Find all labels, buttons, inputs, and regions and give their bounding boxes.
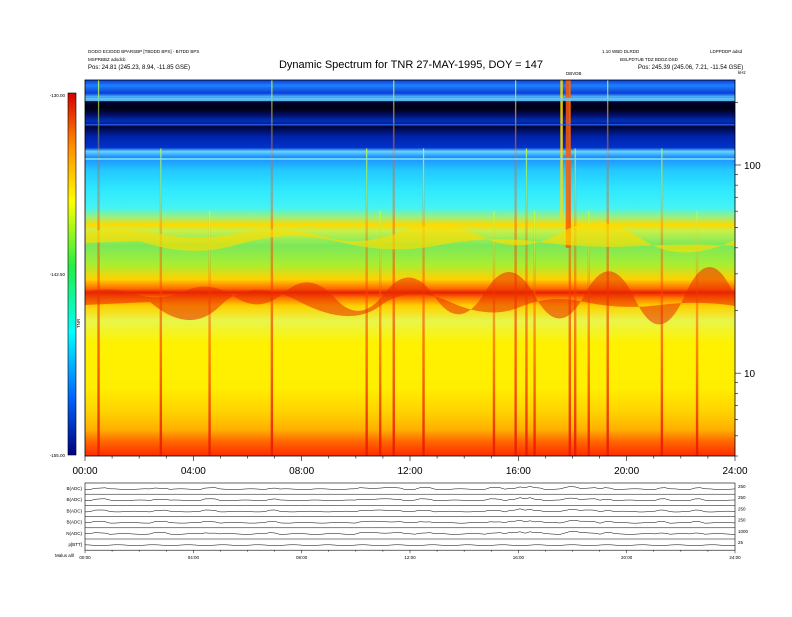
bottom-panel-trace — [84, 530, 736, 535]
header-right-line3: BSLPDTUB TDZ BDDZ.DSD — [620, 57, 679, 62]
bottom-panel-label: B(ADC) — [67, 508, 83, 513]
bottom-x-tick-label: 04:00 — [188, 555, 200, 560]
spectrogram — [85, 80, 735, 456]
red-band-ripple — [85, 266, 735, 325]
x-tick-label: 04:00 — [181, 466, 206, 477]
burst-mark — [379, 211, 382, 456]
burst-highlight — [422, 148, 425, 239]
y-tick-label: 100 — [744, 161, 761, 172]
burst-mark — [606, 80, 609, 456]
bottom-panel-trace — [85, 497, 736, 501]
burst-highlight — [661, 148, 663, 239]
burst-mark — [514, 80, 517, 456]
bottom-panel-scale: 250 — [738, 506, 746, 511]
bottom-panel-label: B(ADC) — [67, 486, 83, 491]
bottom-panel-trace — [84, 544, 736, 546]
burst-mark — [270, 80, 274, 456]
colorbar-gradient — [67, 92, 77, 456]
x-tick-label: 08:00 — [289, 466, 314, 477]
spectrogram-background — [85, 80, 735, 456]
burst-highlight — [588, 211, 590, 302]
colorbar-label: TNR — [76, 318, 81, 328]
bottom-x-tick-label: 16:00 — [513, 555, 525, 560]
bottom-panel-trace — [84, 486, 736, 490]
x-tick-label: 20:00 — [614, 466, 639, 477]
header-right-line4: Pos: 245.39 (245.06, 7.21, -11.54 GSE) — [638, 65, 743, 71]
bottom-panel-scale: 250 — [738, 518, 746, 523]
header-left-line1: DODO ECIDDD BPARSBP [TBDDD BPS] - BITDD … — [88, 49, 199, 54]
colorbar-tick-bottom: -155.00 — [50, 453, 66, 458]
footer-left-label: Malus alll — [55, 553, 74, 558]
burst-highlight — [208, 211, 211, 302]
colorbar-tick-mid: -142.50 — [50, 272, 66, 277]
y-tick-label: 10 — [744, 369, 756, 380]
x-tick-label: 12:00 — [397, 466, 422, 477]
event-label: DBVDB — [566, 71, 582, 76]
bottom-panel-label: B(ADC) — [67, 520, 83, 525]
interference-line-2 — [85, 158, 735, 160]
bottom-panel-label: N(ADC) — [66, 531, 82, 536]
burst-highlight — [366, 148, 368, 239]
burst-highlight — [574, 148, 576, 239]
bottom-panel-scale: 1000 — [738, 529, 749, 534]
burst-mark — [587, 211, 590, 456]
strong-event-edge — [560, 80, 563, 220]
bottom-x-tick-label: 24:00 — [729, 555, 741, 560]
burst-mark — [365, 148, 368, 456]
header-right-line2: LDPPDDP adsd — [710, 49, 743, 54]
bottom-panel-scale: 250 — [738, 484, 746, 489]
strong-event-mark — [565, 80, 571, 248]
green-band-ripple — [85, 222, 735, 253]
burst-highlight — [533, 211, 536, 302]
x-tick-label: 24:00 — [722, 466, 747, 477]
burst-highlight — [379, 211, 381, 302]
burst-mark — [695, 211, 699, 456]
header-left-line2: MSPRBBZ adsdcb — [88, 57, 126, 62]
y-axis: 10 100 — [735, 102, 761, 457]
bottom-panels: B(ADC) 250 B(ADC) 250 B(ADC) 250 B(ADC) 250 N(AD… — [66, 482, 749, 560]
chart-title: Dynamic Spectrum for TNR 27-MAY-1995, DO… — [279, 59, 543, 71]
bottom-x-tick-label: 08:00 — [296, 555, 308, 560]
bottom-x-tick-label: 00:00 — [79, 555, 91, 560]
burst-mark — [208, 211, 211, 456]
interference-line-3 — [85, 124, 735, 126]
burst-mark — [533, 211, 536, 456]
colorbar: -130.00 -142.50 -155.00 TNR — [50, 92, 81, 458]
burst-highlight — [493, 211, 495, 302]
x-axis: 00:00 04:00 08:00 12:00 16:00 20:00 24:00 — [72, 456, 748, 477]
bottom-panel-label: B(ADC) — [67, 497, 83, 502]
bottom-x-tick-label: 12:00 — [404, 555, 416, 560]
bottom-x-tick-label: 20:00 — [621, 555, 633, 560]
bottom-panel-scale: 25 — [738, 540, 744, 545]
x-tick-label: 00:00 — [72, 466, 97, 477]
bottom-panel-trace — [84, 519, 736, 524]
burst-mark — [97, 80, 100, 456]
burst-mark — [422, 148, 425, 456]
header-right-line1: 1.10 WBD DLRDD — [602, 49, 640, 54]
bottom-panel-scale: 250 — [738, 495, 746, 500]
interference-line-1 — [85, 98, 735, 101]
bottom-panel-trace — [84, 508, 736, 513]
bottom-panel-label: p[BTT] — [68, 542, 82, 547]
header-left-line3: Pos: 24.81 (245.23, 8.94, -11.85 GSE) — [88, 65, 190, 71]
freq-unit-label: kHz — [738, 70, 746, 75]
burst-mark — [492, 211, 496, 456]
burst-highlight — [525, 148, 528, 239]
burst-highlight — [160, 148, 162, 239]
burst-mark — [568, 80, 571, 456]
burst-mark — [392, 80, 395, 456]
colorbar-tick-top: -130.00 — [50, 93, 66, 98]
burst-mark — [660, 148, 664, 456]
burst-highlight — [696, 211, 698, 302]
x-tick-label: 16:00 — [506, 466, 531, 477]
